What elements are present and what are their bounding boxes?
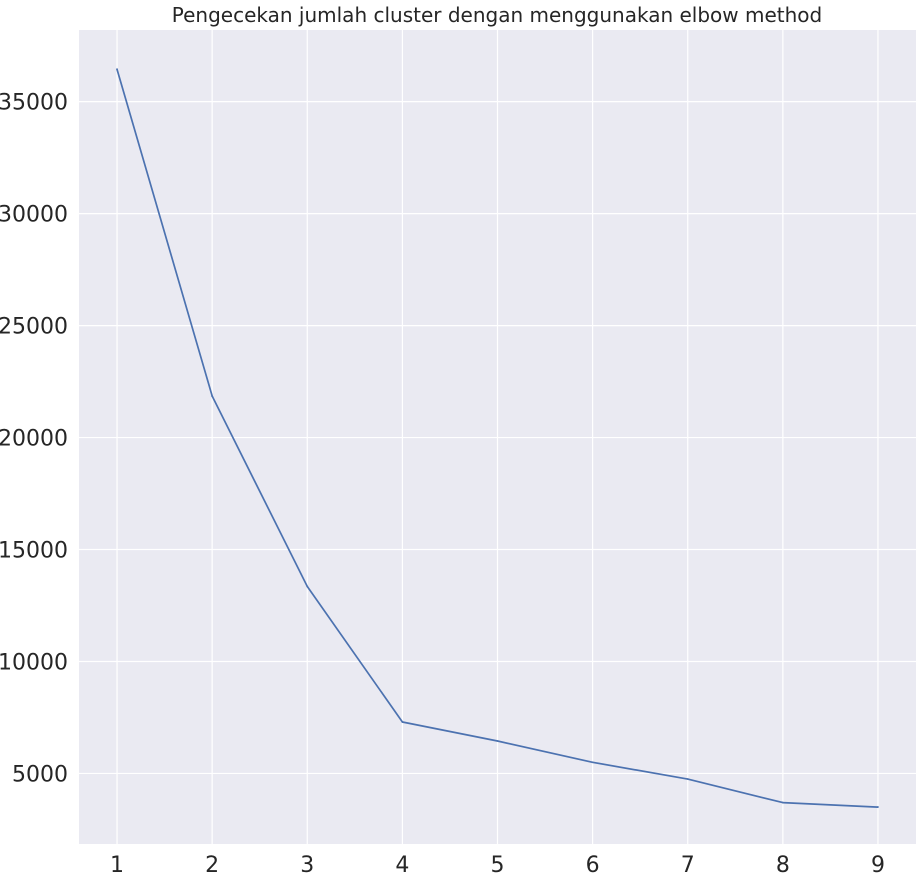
data-point-9 [877,806,879,808]
x-tick-label-6: 6 [586,853,600,878]
y-tick-label-25000: 25000 [0,315,68,340]
data-point-3 [306,585,309,588]
y-tick-label-15000: 15000 [0,539,68,564]
y-tick-label-30000: 30000 [0,203,68,228]
x-tick-label-9: 9 [871,853,885,878]
data-point-1 [116,68,118,71]
y-gridlines [79,101,916,775]
data-point-2 [211,395,214,398]
x-tick-label-1: 1 [110,853,124,878]
y-tick-labels: 5000 10000 15000 20000 25000 30000 35000 [0,91,68,788]
series-layer [116,68,879,808]
data-point-6 [591,761,594,764]
x-tick-label-7: 7 [681,853,695,878]
x-tick-labels: 1 2 3 4 5 6 7 8 9 [110,853,885,878]
chart-title: Pengecekan jumlah cluster dengan menggun… [172,3,822,27]
y-tick-label-35000: 35000 [0,91,68,116]
data-point-8 [781,801,784,804]
x-tick-label-4: 4 [395,853,409,878]
y-tick-label-10000: 10000 [0,650,68,675]
data-point-4 [401,721,404,723]
x-tick-label-3: 3 [300,853,314,878]
x-tick-label-8: 8 [776,853,790,878]
x-tick-label-2: 2 [205,853,219,878]
y-tick-label-20000: 20000 [0,427,68,452]
data-point-7 [686,778,689,780]
y-tick-label-5000: 5000 [12,762,68,787]
x-tick-label-5: 5 [491,853,505,878]
data-point-5 [496,740,499,742]
